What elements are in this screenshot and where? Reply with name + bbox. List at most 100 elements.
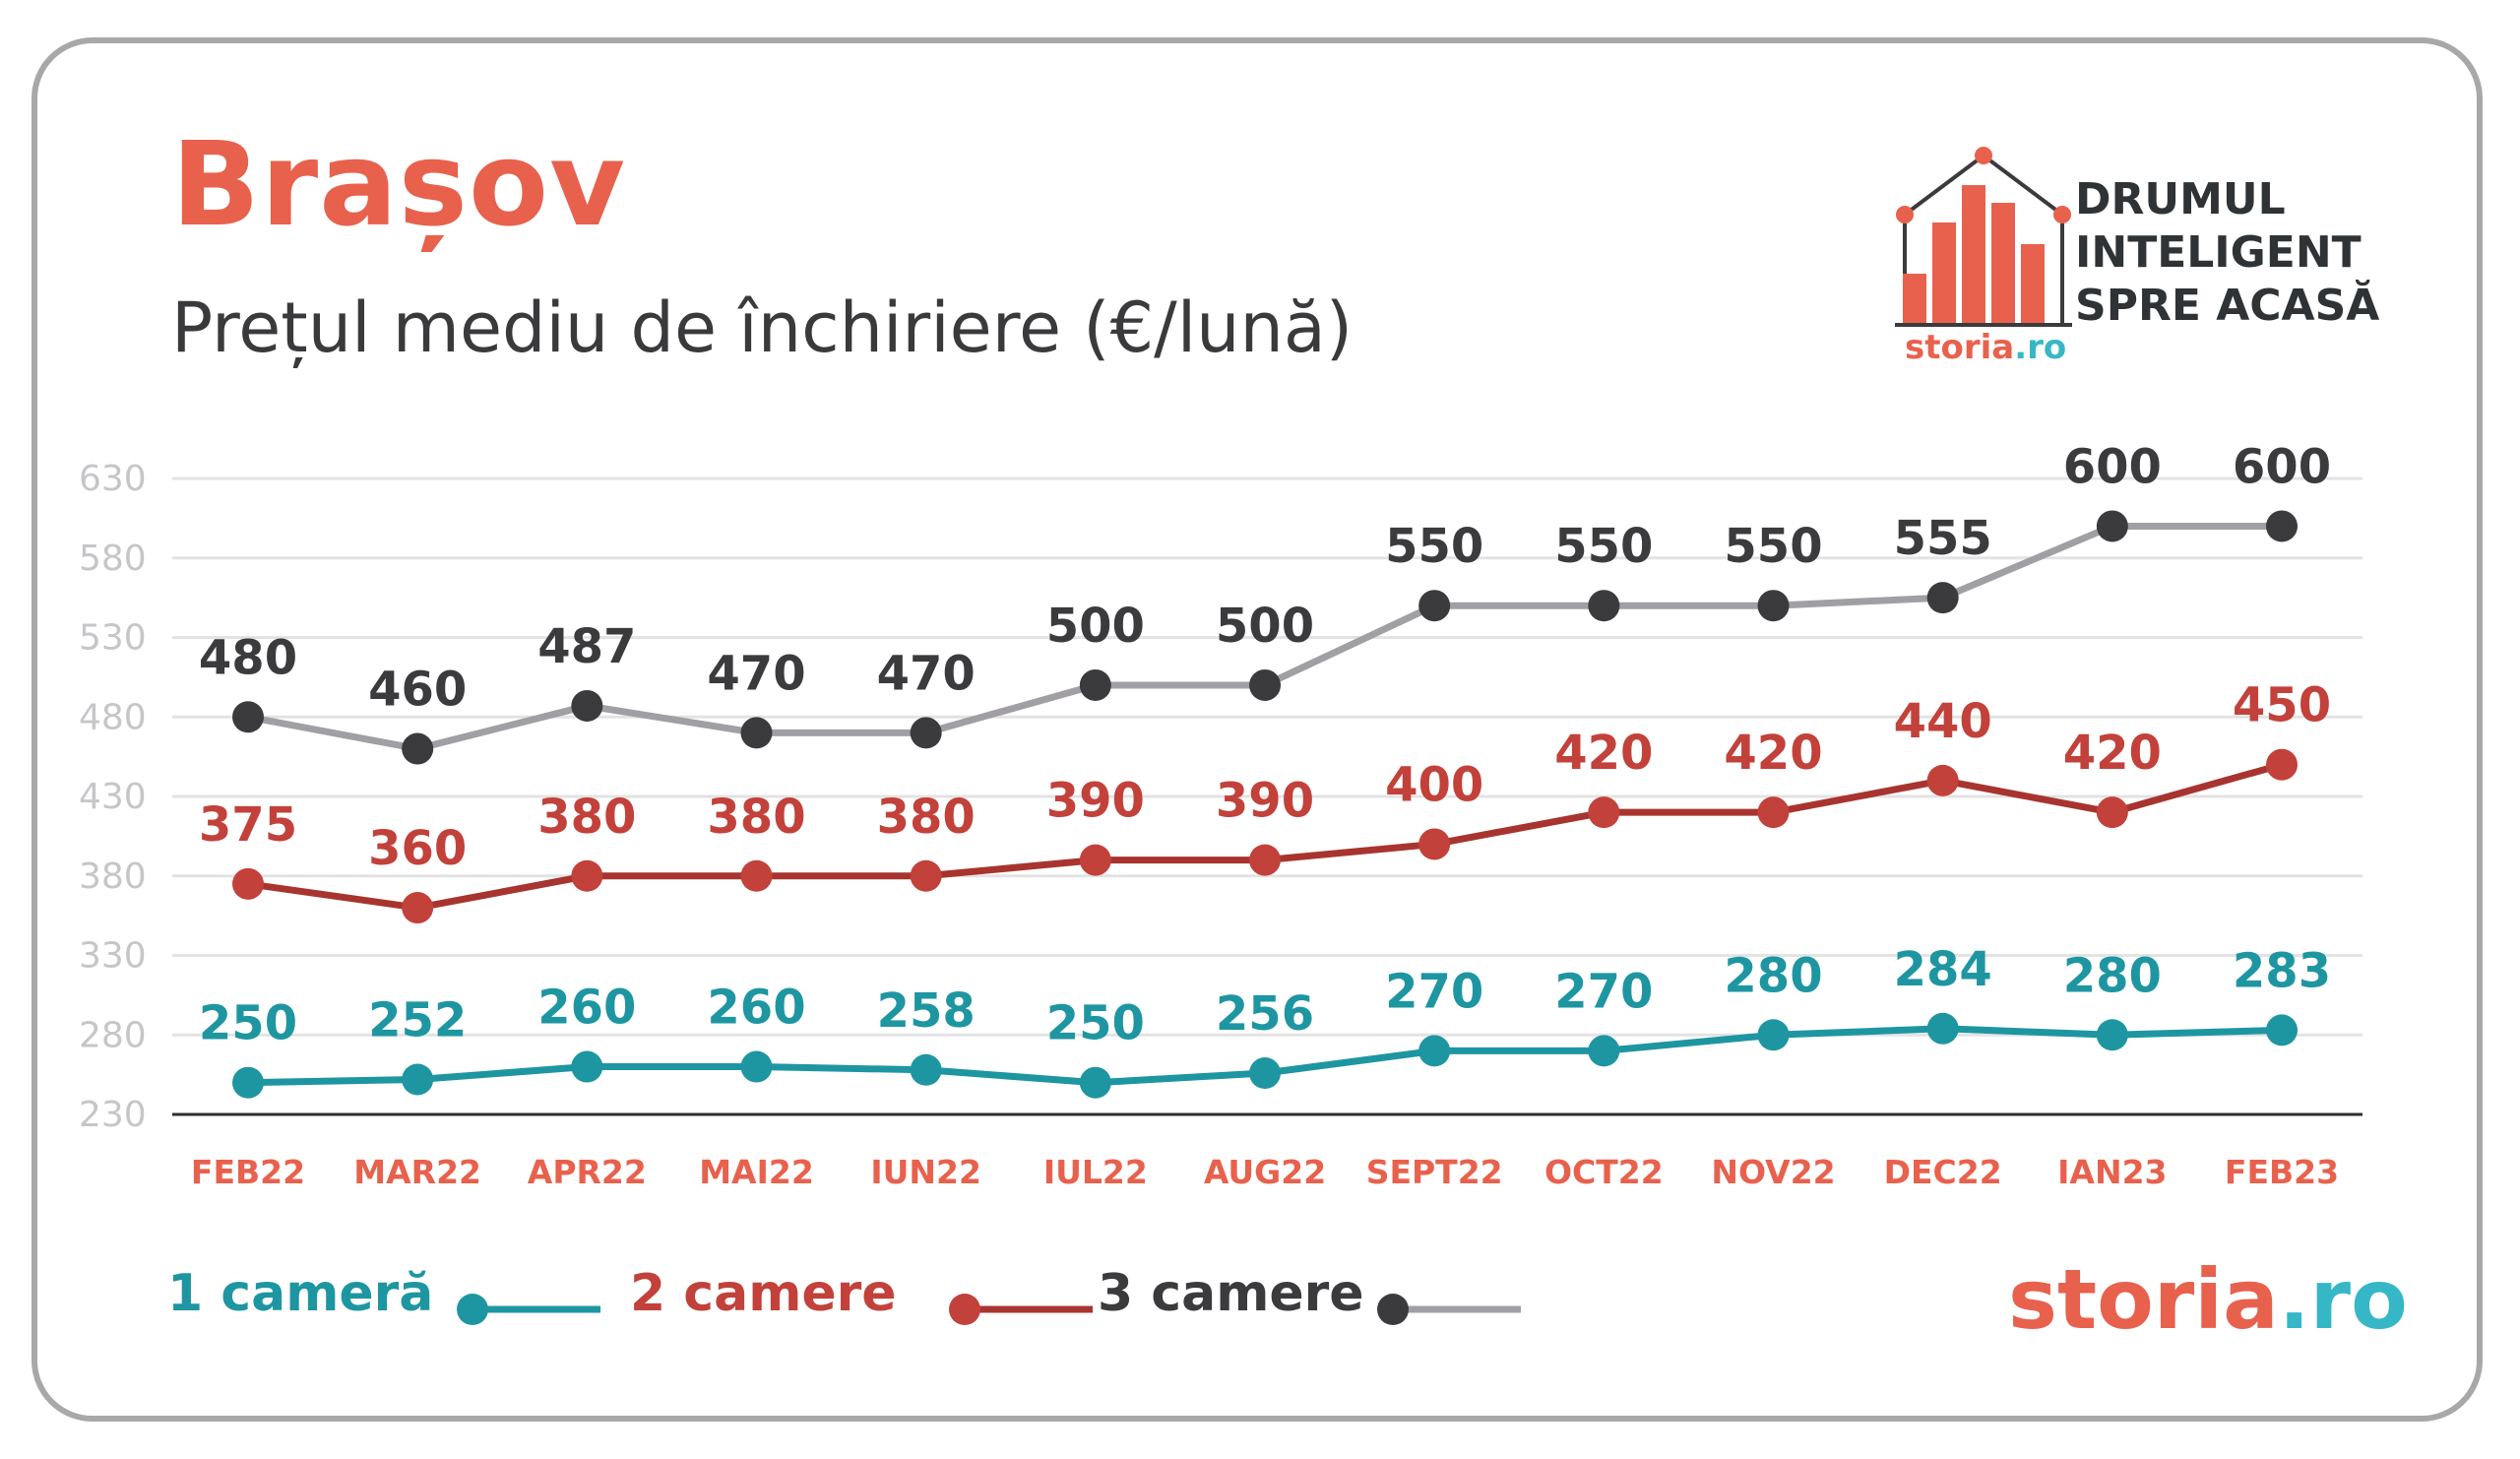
x-tick-label: IUL22 — [1043, 1153, 1148, 1191]
legend-line-marker — [1377, 1294, 1521, 1325]
data-label: 500 — [1046, 599, 1145, 654]
data-point — [740, 717, 773, 749]
data-label: 470 — [877, 646, 976, 701]
data-label: 280 — [1724, 948, 1822, 1003]
data-label: 252 — [368, 992, 467, 1047]
storia-logo: storia.ro — [2008, 1258, 2408, 1341]
data-label: 284 — [1894, 942, 1992, 997]
y-tick-label: 630 — [79, 459, 147, 499]
data-point — [1588, 590, 1620, 622]
data-point — [2096, 510, 2128, 542]
logo-big-main: storia — [2008, 1251, 2279, 1348]
data-point — [1079, 844, 1111, 876]
chart-card — [32, 37, 2483, 1422]
logo-small-tld: .ro — [2014, 328, 2067, 367]
legend-line-marker — [949, 1294, 1093, 1325]
house-chart-logo-icon — [1895, 147, 2072, 327]
data-label: 555 — [1894, 511, 1992, 566]
data-point — [910, 1053, 942, 1086]
x-tick-label: IUN22 — [870, 1153, 981, 1191]
chart-title: Brașov — [171, 116, 626, 252]
data-point — [402, 1063, 434, 1096]
data-label: 600 — [2063, 439, 2162, 494]
data-point — [1926, 1012, 1959, 1045]
data-label: 380 — [537, 790, 636, 845]
data-label: 260 — [537, 981, 636, 1036]
data-label: 256 — [1216, 986, 1314, 1042]
data-label: 260 — [707, 981, 805, 1036]
data-point — [571, 1050, 603, 1083]
x-tick-label: NOV22 — [1711, 1153, 1835, 1191]
data-point — [1079, 1066, 1111, 1099]
data-point — [402, 732, 434, 765]
x-tick-label: MAI22 — [699, 1153, 814, 1191]
data-point — [402, 892, 434, 924]
data-label: 420 — [1724, 726, 1822, 781]
data-label: 375 — [199, 797, 297, 853]
data-label: 420 — [1554, 726, 1653, 781]
data-point — [232, 1066, 264, 1099]
data-point — [1249, 844, 1281, 876]
x-tick-label: FEB23 — [2225, 1153, 2339, 1191]
data-label: 440 — [1894, 694, 1992, 749]
data-point — [910, 717, 942, 749]
data-point — [1418, 590, 1451, 622]
data-point — [232, 867, 264, 900]
data-point — [910, 859, 942, 892]
y-tick-label: 380 — [79, 856, 147, 897]
data-point — [2266, 1014, 2298, 1047]
data-point — [1588, 796, 1620, 829]
data-label: 550 — [1385, 519, 1483, 574]
data-point — [232, 701, 264, 733]
data-label: 470 — [707, 646, 805, 701]
y-tick-label: 330 — [79, 936, 147, 977]
y-tick-label: 480 — [79, 697, 147, 737]
data-point — [571, 859, 603, 892]
legend-line-marker — [457, 1294, 600, 1325]
data-label: 270 — [1554, 964, 1653, 1019]
tagline-line-2: INTELIGENT — [2075, 227, 2362, 278]
data-label: 250 — [1046, 996, 1145, 1051]
y-tick-label: 530 — [79, 618, 147, 659]
chart-legend: 1 cameră 2 camere 3 camere — [167, 1262, 1644, 1341]
storia-logo-small: storia.ro — [1905, 328, 2066, 367]
logo-big-tld: .ro — [2278, 1251, 2408, 1348]
data-label: 420 — [2063, 726, 2162, 781]
data-point — [740, 1050, 773, 1083]
x-tick-label: DEC22 — [1884, 1153, 2002, 1191]
data-label: 400 — [1385, 757, 1483, 812]
data-label: 380 — [877, 790, 976, 845]
data-label: 270 — [1385, 964, 1483, 1019]
data-point — [571, 689, 603, 722]
data-point — [1757, 1019, 1790, 1051]
data-point — [740, 859, 773, 892]
x-tick-label: IAN23 — [2057, 1153, 2167, 1191]
y-tick-label: 280 — [79, 1015, 147, 1055]
chart-subtitle: Prețul mediu de închiriere (€/lună) — [171, 287, 1354, 368]
tagline-line-3: SPRE ACASĂ — [2075, 281, 2380, 331]
data-label: 460 — [368, 663, 467, 718]
legend-label: 2 camere — [630, 1264, 897, 1323]
legend-dot — [457, 1294, 488, 1325]
data-point — [2096, 1019, 2128, 1051]
data-label: 500 — [1216, 599, 1314, 654]
x-tick-label: MAR22 — [353, 1153, 481, 1191]
data-point — [1757, 590, 1790, 622]
data-point — [1926, 582, 1959, 614]
data-label: 390 — [1216, 774, 1314, 829]
data-point — [1418, 1035, 1451, 1067]
data-point — [1249, 1057, 1281, 1090]
legend-dot — [1377, 1294, 1409, 1325]
data-label: 550 — [1554, 519, 1653, 574]
data-point — [1926, 764, 1959, 796]
logo-small-main: storia — [1905, 328, 2015, 367]
data-label: 250 — [199, 996, 297, 1051]
legend-label: 1 cameră — [167, 1264, 434, 1323]
data-label: 360 — [368, 821, 467, 876]
data-label: 480 — [199, 630, 297, 685]
x-tick-label: OCT22 — [1544, 1153, 1664, 1191]
data-point — [2096, 796, 2128, 829]
data-label: 600 — [2233, 439, 2331, 494]
legend-label: 3 camere — [1098, 1264, 1364, 1323]
data-point — [1418, 828, 1451, 860]
